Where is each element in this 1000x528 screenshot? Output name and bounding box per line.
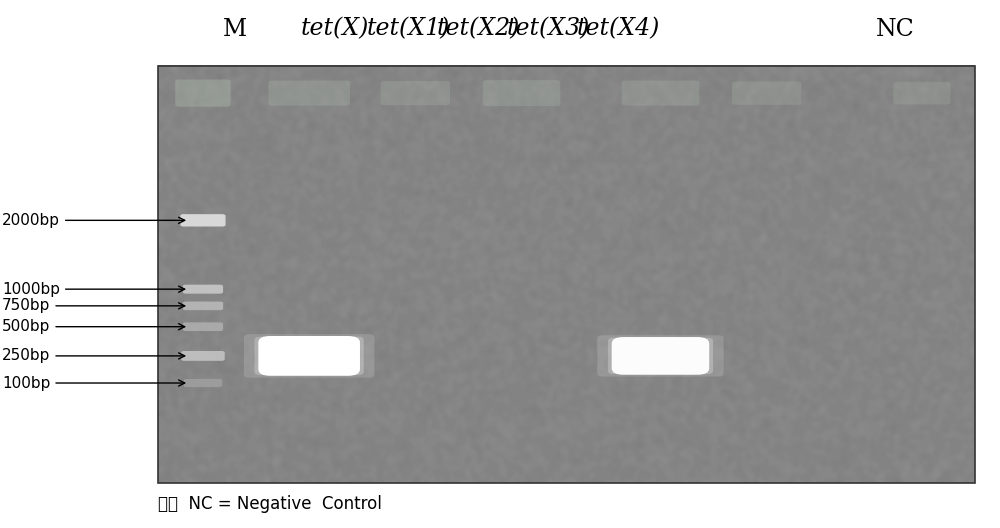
FancyBboxPatch shape bbox=[268, 81, 350, 106]
FancyBboxPatch shape bbox=[181, 351, 225, 361]
FancyBboxPatch shape bbox=[244, 334, 374, 378]
Text: tet(X1): tet(X1) bbox=[366, 17, 450, 41]
Text: tet(X4): tet(X4) bbox=[576, 17, 660, 41]
FancyBboxPatch shape bbox=[180, 214, 226, 227]
FancyBboxPatch shape bbox=[622, 81, 699, 106]
FancyBboxPatch shape bbox=[255, 337, 364, 375]
FancyBboxPatch shape bbox=[612, 337, 709, 375]
Text: tet(X3): tet(X3) bbox=[506, 17, 590, 41]
FancyBboxPatch shape bbox=[184, 379, 222, 387]
Bar bbox=[158, 66, 975, 483]
Text: 250bp: 250bp bbox=[2, 348, 185, 363]
Text: tet(X2): tet(X2) bbox=[436, 17, 520, 41]
Text: 500bp: 500bp bbox=[2, 319, 185, 334]
Text: NC: NC bbox=[876, 17, 914, 41]
Text: M: M bbox=[223, 17, 247, 41]
Text: 750bp: 750bp bbox=[2, 298, 185, 313]
FancyBboxPatch shape bbox=[608, 338, 713, 374]
Text: 注：  NC = Negative  Control: 注： NC = Negative Control bbox=[158, 495, 382, 513]
Text: 2000bp: 2000bp bbox=[2, 213, 185, 228]
FancyBboxPatch shape bbox=[597, 335, 724, 376]
FancyBboxPatch shape bbox=[183, 301, 223, 310]
Text: tet(X): tet(X) bbox=[301, 17, 369, 41]
FancyBboxPatch shape bbox=[381, 81, 450, 105]
FancyBboxPatch shape bbox=[183, 323, 223, 331]
Text: 100bp: 100bp bbox=[2, 375, 185, 391]
FancyBboxPatch shape bbox=[732, 81, 801, 105]
FancyBboxPatch shape bbox=[258, 336, 360, 376]
FancyBboxPatch shape bbox=[183, 285, 223, 294]
FancyBboxPatch shape bbox=[483, 80, 560, 106]
Text: 1000bp: 1000bp bbox=[2, 281, 185, 297]
FancyBboxPatch shape bbox=[893, 82, 950, 105]
FancyBboxPatch shape bbox=[175, 80, 231, 107]
